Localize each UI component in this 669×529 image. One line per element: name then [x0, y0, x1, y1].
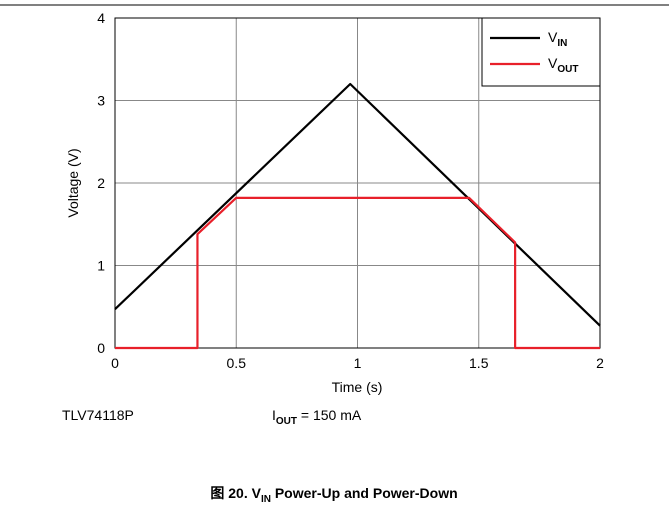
x-tick-label: 1.5	[469, 355, 489, 371]
legend-label: VOUT	[548, 55, 578, 75]
caption: 图 20. VIN Power-Up and Power-Down	[210, 485, 457, 505]
y-tick-label: 0	[97, 340, 105, 356]
y-tick-label: 2	[97, 175, 105, 191]
x-tick-label: 0.5	[227, 355, 247, 371]
annotation: TLV74118P	[62, 407, 134, 423]
x-tick-label: 1	[354, 355, 362, 371]
plot-frame	[114, 17, 601, 349]
series-line	[114, 82, 601, 327]
y-tick-label: 3	[97, 93, 105, 109]
y-tick-label: 1	[97, 258, 105, 274]
y-tick-label: 4	[97, 10, 105, 26]
x-axis-label: Time (s)	[332, 379, 383, 395]
series-line	[115, 196, 600, 350]
x-tick-label: 0	[111, 355, 119, 371]
y-axis-label: Voltage (V)	[65, 148, 81, 217]
legend-label: VIN	[548, 29, 567, 49]
legend-box	[481, 17, 601, 87]
annotation: IOUT = 150 mA	[272, 407, 362, 427]
x-tick-label: 2	[596, 355, 604, 371]
